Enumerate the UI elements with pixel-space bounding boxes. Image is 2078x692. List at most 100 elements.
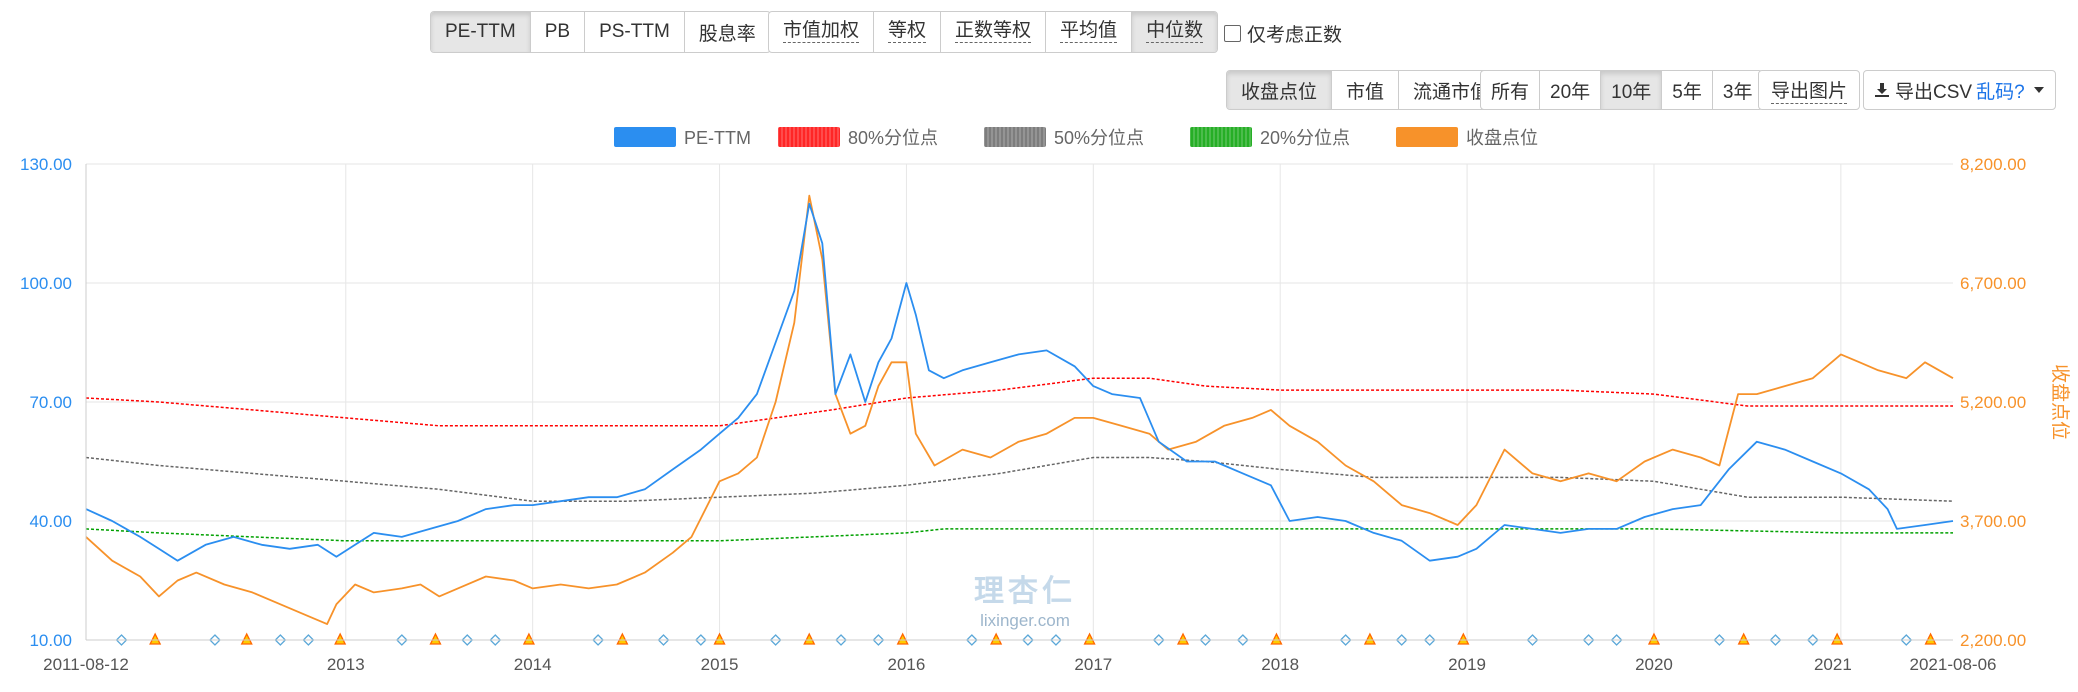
legend-item[interactable]: PE-TTM	[614, 127, 751, 148]
positive-only-label: 仅考虑正数	[1247, 25, 1343, 46]
event-marker-triangle	[522, 632, 535, 645]
y-right-tick-label: 3,700.00	[1960, 512, 2026, 531]
legend-label: 50%分位点	[1054, 128, 1144, 148]
chart-series	[85, 194, 1954, 625]
tab-equal-weight[interactable]: 等权	[874, 12, 942, 52]
legend-item[interactable]: 80%分位点	[777, 127, 938, 148]
event-marker-triangle	[429, 632, 442, 645]
y-right-tick-label: 2,200.00	[1960, 631, 2026, 650]
tab-label: 平均值	[1060, 20, 1118, 43]
tab-market-cap-weighted[interactable]: 市值加权	[769, 12, 875, 52]
event-marker-triangle	[616, 632, 629, 645]
export-csv-label: 导出CSV	[1895, 81, 1973, 103]
y-right-tick-label: 8,200.00	[1960, 155, 2026, 174]
tab-pb[interactable]: PB	[531, 12, 586, 52]
y-left-tick-label: 130.00	[20, 155, 72, 174]
watermark-logo-text: 理杏仁	[974, 575, 1076, 608]
legend-swatch	[984, 127, 1046, 147]
series-line-close-point	[85, 194, 1954, 625]
legend-item[interactable]: 收盘点位	[1396, 127, 1538, 148]
y-right-tick-label: 6,700.00	[1960, 274, 2026, 293]
tab-range-5y[interactable]: 5年	[1662, 71, 1713, 109]
x-tick-label: 2017	[1074, 655, 1112, 674]
event-marker-triangle	[1924, 632, 1937, 645]
tab-close-point[interactable]: 收盘点位	[1227, 71, 1333, 109]
chart-legend: PE-TTM 80%分位点 50%分位点 20%分位点 收盘点位	[614, 127, 1538, 148]
x-tick-label: 2015	[701, 655, 739, 674]
event-marker-triangle	[1270, 632, 1283, 645]
event-marker-triangle	[896, 632, 909, 645]
event-marker-triangle	[334, 632, 347, 645]
event-marker-triangle	[149, 632, 162, 645]
export-image-button[interactable]: 导出图片	[1758, 70, 1861, 110]
y-left-tick-label: 70.00	[29, 393, 72, 412]
tab-label: 正数等权	[955, 20, 1032, 43]
event-marker-triangle	[713, 632, 726, 645]
event-marker-triangle	[1363, 632, 1376, 645]
caret-down-icon	[2033, 87, 2044, 93]
tab-float-market-value[interactable]: 流通市值	[1413, 81, 1490, 103]
garbled-help-link[interactable]: 乱码?	[1976, 81, 2025, 103]
tab-dividend-yield[interactable]: 股息率	[698, 23, 756, 45]
weight-tab-group: 市值加权 等权 正数等权 平均值 中位数	[768, 11, 1219, 53]
tab-range-10y[interactable]: 10年	[1601, 71, 1663, 109]
x-tick-label: 2019	[1448, 655, 1486, 674]
x-tick-label: 2016	[888, 655, 926, 674]
export-csv-button[interactable]: 导出CSV 乱码?	[1863, 70, 2056, 110]
legend-swatch	[614, 127, 676, 147]
tab-label: 等权	[888, 20, 927, 43]
event-marker-triangle	[803, 632, 816, 645]
range-tab-group: 所有 20年 10年 5年 3年	[1480, 70, 1764, 110]
y-left-tick-label: 40.00	[29, 512, 72, 531]
value-tab-group: 收盘点位 市值 流通市值	[1226, 70, 1505, 110]
legend-label: PE-TTM	[684, 128, 751, 148]
chart-grid	[86, 163, 1953, 641]
tab-range-all[interactable]: 所有	[1481, 71, 1541, 109]
series-line-p80	[85, 377, 1953, 427]
legend-item[interactable]: 20%分位点	[1189, 127, 1350, 148]
watermark-url-text: lixinger.com	[980, 611, 1070, 630]
series-line-pe-ttm	[85, 202, 1954, 562]
event-marker-triangle	[240, 632, 253, 645]
legend-swatch	[1190, 127, 1252, 147]
checkbox-box[interactable]	[1224, 25, 1241, 42]
x-tick-label: 2021	[1814, 655, 1852, 674]
x-tick-label: 2011-08-12	[43, 655, 129, 674]
tab-label: 中位数	[1146, 20, 1204, 43]
tab-average[interactable]: 平均值	[1046, 12, 1133, 52]
x-tick-label: 2013	[327, 655, 365, 674]
y-right-axis-label: 收盘点位	[2049, 364, 2071, 440]
tab-positive-equal-weight[interactable]: 正数等权	[941, 12, 1047, 52]
x-tick-label: 2018	[1261, 655, 1299, 674]
tab-pe-ttm[interactable]: PE-TTM	[431, 12, 531, 52]
tab-ps-ttm[interactable]: PS-TTM	[585, 12, 685, 52]
event-marker-triangle	[1737, 632, 1750, 645]
tab-median[interactable]: 中位数	[1132, 12, 1218, 52]
legend-label: 20%分位点	[1260, 128, 1350, 148]
event-marker-triangle	[1831, 632, 1844, 645]
legend-item[interactable]: 50%分位点	[983, 127, 1144, 148]
download-icon	[1875, 83, 1889, 97]
export-image-label: 导出图片	[1771, 76, 1848, 104]
chart-axes: 10.00 2,200.00 40.00 3,700.00 70.00 5,200.00 1…	[20, 155, 2071, 674]
event-marker-triangle	[1176, 632, 1190, 645]
tab-market-value[interactable]: 市值	[1332, 71, 1400, 109]
legend-label: 80%分位点	[848, 128, 938, 148]
positive-only-checkbox[interactable]: 仅考虑正数	[1224, 20, 1342, 47]
tab-label: 市值加权	[783, 20, 860, 43]
x-tick-label: 2021-08-06	[1910, 655, 1997, 674]
y-left-tick-label: 100.00	[20, 274, 72, 293]
event-marker-triangle	[1647, 632, 1661, 645]
tab-range-3y[interactable]: 3年	[1722, 81, 1753, 103]
watermark: 理杏仁 lixinger.com	[974, 575, 1076, 630]
event-marker-triangle	[990, 632, 1003, 645]
tab-range-20y[interactable]: 20年	[1540, 71, 1602, 109]
metric-tab-group: PE-TTM PB PS-TTM 股息率	[430, 11, 771, 53]
event-marker-triangle	[1457, 632, 1470, 645]
event-marker-triangle	[1083, 632, 1096, 645]
legend-swatch	[778, 127, 840, 147]
x-tick-label: 2020	[1635, 655, 1673, 674]
y-right-tick-label: 5,200.00	[1960, 393, 2026, 412]
x-tick-label: 2014	[514, 655, 552, 674]
